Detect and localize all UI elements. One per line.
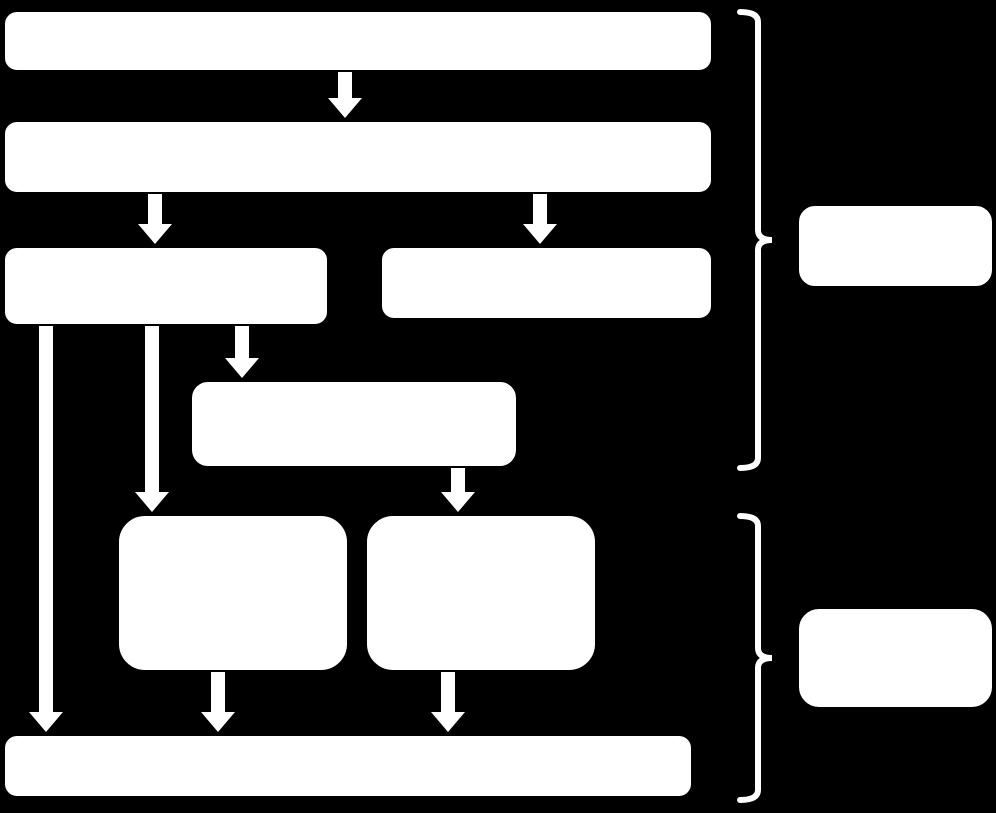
bracket-b1 <box>740 12 772 468</box>
flowchart-node-n5 <box>190 380 518 468</box>
flowchart-node-n7 <box>365 514 597 672</box>
flowchart-node-n6 <box>117 514 349 672</box>
flowchart-node-n9 <box>797 204 994 288</box>
flow-arrow-a6 <box>135 326 169 512</box>
flowchart-node-n3 <box>3 246 329 326</box>
flowchart-node-n1 <box>3 10 713 72</box>
flowchart-stage <box>0 0 996 813</box>
bracket-b2 <box>740 516 772 800</box>
flow-arrow-a7 <box>441 468 475 512</box>
flow-arrow-a1 <box>328 72 362 118</box>
flowchart-node-n8 <box>3 734 693 798</box>
flowchart-node-n4 <box>380 246 713 320</box>
flow-arrow-a5 <box>29 326 63 732</box>
flow-arrow-a4 <box>225 326 259 378</box>
flowchart-node-n2 <box>3 120 713 194</box>
flow-arrow-a9 <box>431 672 465 732</box>
flow-arrow-a8 <box>201 672 235 732</box>
flowchart-node-n10 <box>797 607 994 709</box>
flow-arrow-a3 <box>523 194 557 244</box>
flow-arrow-a2 <box>138 194 172 244</box>
